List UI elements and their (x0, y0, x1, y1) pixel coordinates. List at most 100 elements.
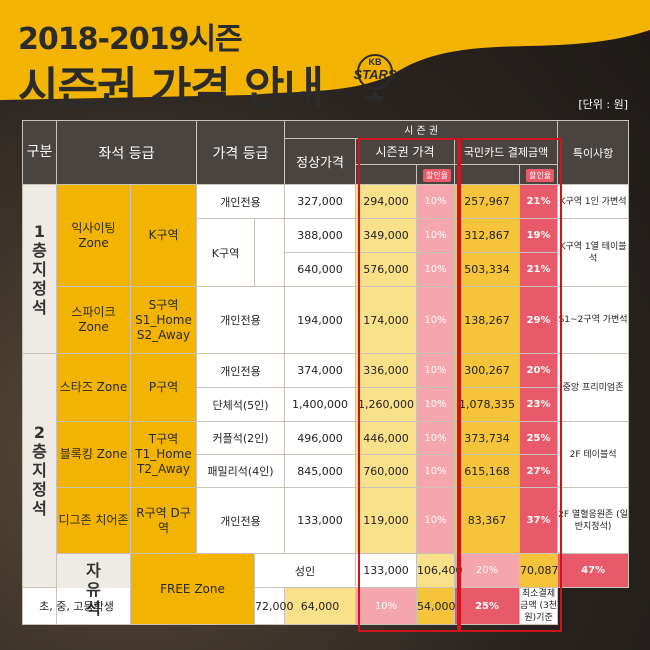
card-discount: 25% (454, 587, 521, 625)
category-floor1: 1층 지정석 (22, 184, 57, 354)
kb-stars-logo: KB STARS (353, 54, 397, 103)
price-table: 구분 좌석 등급 가격 등급 시 즌 권 특이사항 정상가격 시즌권 가격 국민… (22, 120, 630, 625)
svg-text:STARS: STARS (353, 67, 396, 82)
card-discount: 27% (519, 454, 559, 488)
card-price: 300,267 (454, 353, 521, 388)
normal-price: 845,000 (284, 454, 357, 488)
col-price-grade: 가격 등급 (196, 120, 286, 185)
season-discount: 10% (416, 353, 456, 388)
zone-name: 익사이팅 Zone (56, 184, 131, 287)
normal-price: 133,000 (355, 553, 418, 588)
zone-name: 스파이크 Zone (56, 286, 131, 354)
page-title: 시즌권 가격 안내 (18, 63, 324, 114)
season-price: 119,000 (355, 487, 418, 554)
discount-badge: 할인율 (525, 168, 555, 182)
season-price: 1,260,000 (355, 387, 418, 422)
price-grade: K구역 (196, 218, 256, 287)
price-grade: 개인전용 (196, 353, 286, 388)
season-discount: 10% (416, 218, 456, 253)
normal-price: 640,000 (284, 252, 357, 287)
season-price: 294,000 (355, 184, 418, 219)
normal-price: 194,000 (284, 286, 357, 354)
card-price: 1,078,335 (454, 387, 521, 422)
header-swoosh (0, 0, 650, 100)
season-price: 349,000 (355, 218, 418, 253)
card-discount: 37% (519, 487, 559, 554)
title-season: 2018-2019시즌 (18, 22, 243, 57)
price-grade: 패밀리석(4인) (196, 454, 286, 488)
note: K구역 1열 테이블석 (557, 218, 630, 287)
season-discount: 10% (416, 184, 456, 219)
season-price: 576,000 (355, 252, 418, 287)
season-price: 174,000 (355, 286, 418, 354)
card-price: 83,367 (454, 487, 521, 554)
col-notes: 특이사항 (557, 120, 630, 185)
normal-price: 133,000 (284, 487, 357, 554)
price-grade: 커플석(2인) (196, 421, 286, 455)
price-grade: 성인 (254, 553, 357, 588)
season-discount: 10% (416, 387, 456, 422)
note: 중앙 프리미엄존 (557, 353, 630, 422)
season-price: 106,400 (416, 553, 463, 588)
discount-badge: 할인율 (422, 168, 452, 182)
card-price: 54,000 (416, 587, 456, 625)
season-discount: 10% (416, 286, 456, 354)
price-grade: 개인전용 (196, 487, 286, 554)
note: K구역 1인 가변석 (557, 184, 630, 219)
card-discount: 25% (519, 421, 559, 455)
season-discount: 10% (416, 454, 456, 488)
normal-price: 1,400,000 (284, 387, 357, 422)
season-price: 64,000 (284, 587, 357, 625)
normal-price: 388,000 (284, 218, 357, 253)
price-grade: 단체석(5인) (196, 387, 286, 422)
col-season-price: 시즌권 가격 (355, 138, 456, 165)
card-price: 138,267 (454, 286, 521, 354)
season-discount: 10% (355, 587, 418, 625)
season-discount: 10% (416, 421, 456, 455)
zone-area: S구역 S1_Home S2_Away (129, 286, 198, 354)
card-discount: 19% (519, 218, 559, 253)
price-grade: 개인전용 (196, 286, 286, 354)
note: 최소결제금액 (3천원)기준 (519, 587, 559, 625)
col-season: 시 즌 권 (284, 120, 559, 139)
normal-price: 374,000 (284, 353, 357, 388)
card-price: 373,734 (454, 421, 521, 455)
category-floor2: 2층 지정석 (22, 353, 57, 588)
zone-area: K구역 (129, 184, 198, 287)
card-price: 257,967 (454, 184, 521, 219)
card-discount: 29% (519, 286, 559, 354)
card-discount: 21% (519, 184, 559, 219)
note: 2F 열혈응원존 (일반지정석) (557, 487, 630, 554)
col-normal: 정상가격 (284, 138, 357, 185)
note: S1~2구역 가변석 (557, 286, 630, 354)
zone-name: 스타즈 Zone (56, 353, 131, 422)
card-price: 70,087 (519, 553, 559, 588)
price-grade: 초, 중, 고등학생 (22, 587, 131, 625)
zone-area: P구역 (129, 353, 198, 422)
col-card-price: 국민카드 결제금액 (454, 138, 559, 165)
card-price: 312,867 (454, 218, 521, 253)
normal-price: 72,000 (254, 587, 294, 625)
price-grade: 개인전용 (196, 184, 286, 219)
season-discount: 10% (416, 252, 456, 287)
normal-price: 327,000 (284, 184, 357, 219)
card-discount: 20% (519, 353, 559, 388)
normal-price: 496,000 (284, 421, 357, 455)
season-discount: 20% (454, 553, 521, 588)
card-discount: 47% (557, 553, 630, 588)
col-seat: 좌석 등급 (55, 120, 198, 185)
zone-area: R구역 D구역 (129, 487, 198, 554)
season-price: 760,000 (355, 454, 418, 488)
card-price: 503,334 (454, 252, 521, 287)
col-category: 구분 (22, 120, 57, 185)
zone-name: 디그존 치어존 (56, 487, 131, 554)
card-discount: 23% (519, 387, 559, 422)
zone-area: T구역 T1_Home T2_Away (129, 421, 198, 488)
unit-label: [단위 : 원] (578, 98, 628, 111)
zone-name: 블록킹 Zone (56, 421, 131, 488)
card-discount: 21% (519, 252, 559, 287)
season-price: 336,000 (355, 353, 418, 388)
season-price: 446,000 (355, 421, 418, 455)
zone-name: FREE Zone (129, 553, 256, 625)
